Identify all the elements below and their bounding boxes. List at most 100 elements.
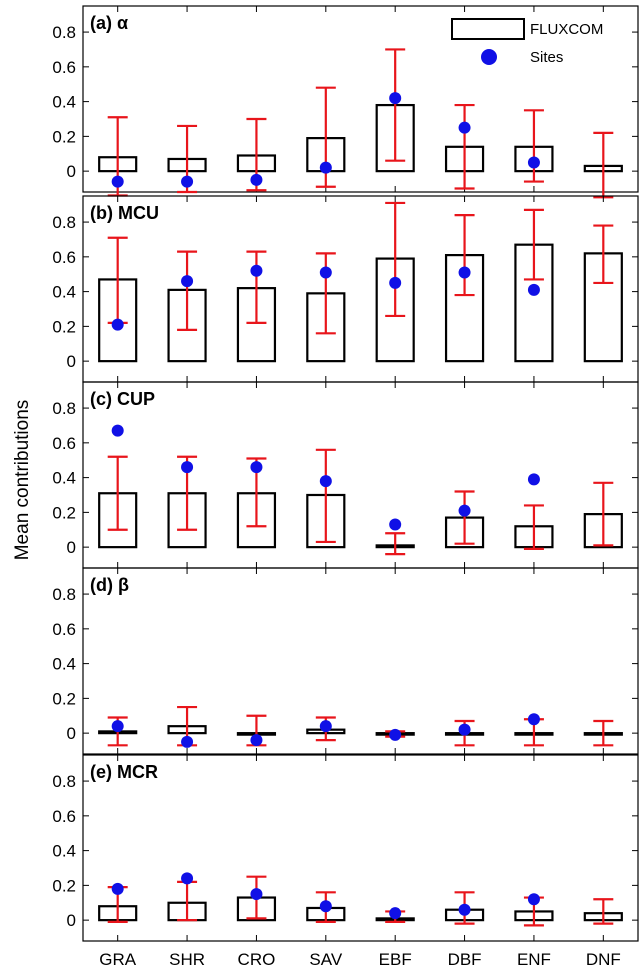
x-tick-label: EBF: [379, 950, 412, 969]
site-point: [181, 175, 194, 188]
error-bar: [454, 490, 475, 545]
site-point: [250, 734, 263, 747]
site-point: [389, 92, 402, 105]
error-bar: [315, 448, 336, 544]
error-bar: [454, 214, 475, 297]
y-tick-label: 0.6: [52, 248, 76, 267]
error-bar: [246, 250, 267, 324]
panel-label: (e) MCR: [90, 762, 158, 782]
site-point: [319, 266, 332, 279]
legend-bar-label: FLUXCOM: [530, 21, 603, 38]
error-bar: [177, 880, 198, 922]
y-tick-label: 0.8: [52, 213, 76, 232]
y-tick-label: 0.6: [52, 434, 76, 453]
error-bar: [593, 898, 614, 925]
legend-bar-swatch: [451, 18, 525, 40]
error-bar: [523, 109, 544, 183]
x-tick-label: SHR: [169, 950, 205, 969]
site-point: [389, 907, 402, 920]
panel-label-id: (e): [90, 762, 112, 782]
panel-label-id: (b): [90, 203, 113, 223]
site-point: [111, 720, 124, 733]
site-point: [458, 266, 471, 279]
site-point: [458, 723, 471, 736]
panel-label-name: CUP: [117, 389, 155, 409]
y-tick-label: 0.8: [52, 585, 76, 604]
panel-label-name: α: [117, 13, 128, 33]
x-tick-label: CRO: [238, 950, 276, 969]
y-tick-label: 0.2: [52, 876, 76, 895]
panel-label: (a) α: [90, 13, 128, 33]
y-tick-label: 0: [67, 538, 76, 557]
y-tick-label: 0.4: [52, 283, 76, 302]
axes-box: [82, 754, 639, 942]
error-bar: [593, 481, 614, 547]
y-tick-label: 0: [67, 352, 76, 371]
x-tick-label: ENF: [517, 950, 551, 969]
site-point: [458, 504, 471, 517]
site-point: [527, 156, 540, 169]
panels: 0 0.2 0.4 0.6 0.8 (a) α 0 0.2 0.4 0.6 0.8 (b) MCU 0 0.2…: [52, 5, 639, 942]
axes-box: [82, 567, 639, 755]
site-point: [181, 735, 194, 748]
error-bar: [107, 455, 128, 531]
error-bar: [177, 250, 198, 331]
site-point: [527, 283, 540, 296]
panel-label-id: (c): [90, 389, 112, 409]
site-point: [389, 728, 402, 741]
panel-label-name: MCU: [118, 203, 159, 223]
site-point: [250, 173, 263, 186]
panel-label-id: (a): [90, 13, 112, 33]
site-point: [181, 275, 194, 288]
y-axis-label: Mean contributions: [12, 400, 33, 561]
axes-box: [82, 5, 639, 193]
site-point: [527, 893, 540, 906]
y-tick-label: 0.4: [52, 93, 76, 112]
site-point: [250, 264, 263, 277]
site-point: [181, 872, 194, 885]
y-tick-label: 0.4: [52, 655, 76, 674]
site-point: [389, 518, 402, 531]
y-tick-label: 0: [67, 162, 76, 181]
site-point: [319, 720, 332, 733]
panel-1: 0 0.2 0.4 0.6 0.8 (b) MCU: [52, 195, 639, 383]
panel-label: (c) CUP: [90, 389, 155, 409]
axes-box: [82, 195, 639, 383]
panel-label-id: (d): [90, 575, 113, 595]
y-tick-label: 0.2: [52, 127, 76, 146]
legend-point-label: Sites: [530, 49, 563, 66]
error-bar: [454, 103, 475, 190]
y-tick-label: 0.8: [52, 399, 76, 418]
y-tick-label: 0: [67, 911, 76, 930]
y-tick-label: 0.6: [52, 620, 76, 639]
panel-0: 0 0.2 0.4 0.6 0.8 (a) α: [52, 5, 639, 199]
y-tick-label: 0.2: [52, 317, 76, 336]
y-tick-label: 0.8: [52, 23, 76, 42]
legend: FLUXCOM Sites: [451, 18, 603, 66]
axes-box: [82, 381, 639, 569]
panel-label: (d) β: [90, 575, 129, 595]
y-tick-label: 0: [67, 724, 76, 743]
error-bar: [385, 532, 406, 556]
panel-label-name: MCR: [117, 762, 158, 782]
site-point: [527, 713, 540, 726]
panel-4: 0 0.2 0.4 0.6 0.8 (e) MCR: [52, 754, 639, 942]
site-point: [389, 276, 402, 289]
legend-point-swatch: [481, 49, 497, 65]
error-bar: [523, 208, 544, 281]
error-bar: [593, 719, 614, 747]
x-tick-labels: GRA SHR CRO SAV EBF DBF ENF DNF: [99, 950, 621, 969]
y-tick-label: 0.4: [52, 842, 76, 861]
site-point: [250, 461, 263, 474]
site-point: [527, 473, 540, 486]
site-point: [250, 888, 263, 901]
x-tick-label: SAV: [309, 950, 342, 969]
site-point: [181, 461, 194, 474]
error-bar: [593, 224, 614, 285]
x-tick-label: DBF: [448, 950, 482, 969]
x-tick-label: GRA: [99, 950, 137, 969]
site-point: [458, 121, 471, 134]
error-bar: [385, 48, 406, 162]
site-point: [319, 475, 332, 488]
site-point: [319, 900, 332, 913]
